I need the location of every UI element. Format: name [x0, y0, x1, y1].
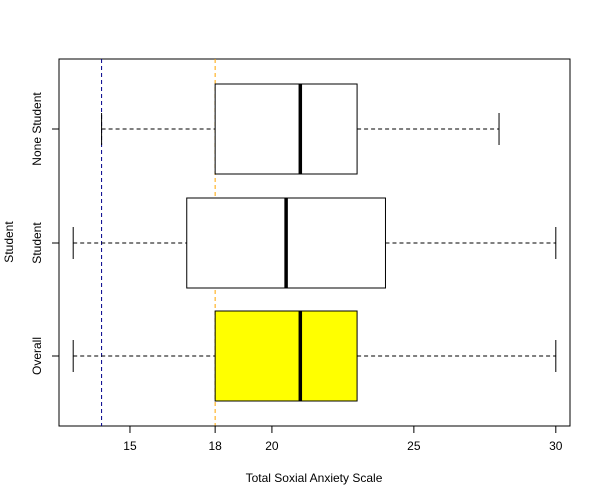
y-tick-label-overall: Overall: [30, 337, 44, 375]
x-axis-label: Total Soxial Anxiety Scale: [246, 471, 383, 485]
x-tick-label-15: 15: [123, 439, 137, 453]
x-axis: 15 18 20 25 30: [123, 425, 563, 453]
x-tick-label-25: 25: [407, 439, 421, 453]
x-tick-label-18: 18: [208, 439, 222, 453]
box-overall: [214, 310, 358, 402]
y-axis-label: Student: [2, 221, 16, 263]
y-axis: Overall Student None Student: [30, 92, 60, 375]
x-tick-label-20: 20: [265, 439, 279, 453]
x-tick-label-30: 30: [549, 439, 563, 453]
box-none-student: [214, 83, 358, 175]
y-tick-label-student: Student: [30, 222, 44, 264]
y-tick-label-none-student: None Student: [30, 92, 44, 166]
box-group: [72, 83, 557, 402]
